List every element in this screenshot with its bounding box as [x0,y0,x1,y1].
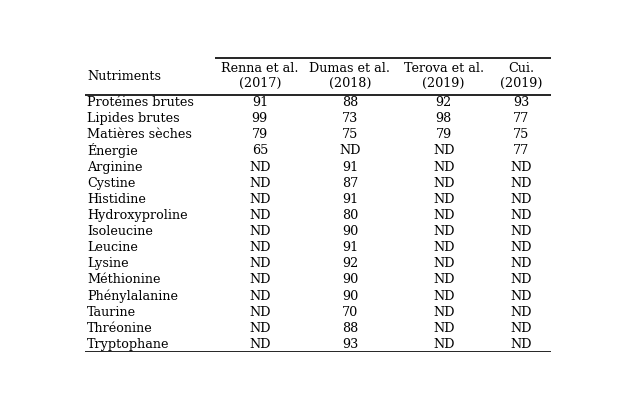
Text: Énergie: Énergie [87,143,138,158]
Text: Dumas et al.
(2018): Dumas et al. (2018) [310,62,390,90]
Text: ND: ND [511,322,533,335]
Text: 75: 75 [513,128,529,141]
Text: 87: 87 [342,177,358,190]
Text: ND: ND [249,225,271,238]
Text: Taurine: Taurine [87,306,136,319]
Text: ND: ND [433,273,454,286]
Text: ND: ND [511,257,533,270]
Text: ND: ND [249,209,271,222]
Text: ND: ND [433,241,454,254]
Text: ND: ND [433,290,454,303]
Text: 88: 88 [342,96,358,109]
Text: ND: ND [511,177,533,190]
Text: Cui.
(2019): Cui. (2019) [500,62,543,90]
Text: ND: ND [249,193,271,206]
Text: ND: ND [511,225,533,238]
Text: Lysine: Lysine [87,257,129,270]
Text: ND: ND [433,161,454,173]
Text: 92: 92 [342,257,358,270]
Text: 91: 91 [252,96,268,109]
Text: Tryptophane: Tryptophane [87,338,169,351]
Text: ND: ND [511,193,533,206]
Text: ND: ND [249,322,271,335]
Text: Lipides brutes: Lipides brutes [87,112,180,125]
Text: ND: ND [511,273,533,286]
Text: 79: 79 [436,128,452,141]
Text: ND: ND [249,241,271,254]
Text: 88: 88 [342,322,358,335]
Text: 73: 73 [342,112,358,125]
Text: ND: ND [433,322,454,335]
Text: Matières sèches: Matières sèches [87,128,192,141]
Text: ND: ND [433,257,454,270]
Text: 77: 77 [513,112,529,125]
Text: Arginine: Arginine [87,161,143,173]
Text: Protéines brutes: Protéines brutes [87,96,194,109]
Text: ND: ND [511,161,533,173]
Text: ND: ND [433,225,454,238]
Text: ND: ND [511,306,533,319]
Text: 90: 90 [342,290,358,303]
Text: ND: ND [249,177,271,190]
Text: 79: 79 [252,128,268,141]
Text: ND: ND [511,209,533,222]
Text: 99: 99 [252,112,268,125]
Text: ND: ND [511,290,533,303]
Text: 91: 91 [342,161,358,173]
Text: Histidine: Histidine [87,193,146,206]
Text: 93: 93 [342,338,358,351]
Text: 75: 75 [341,128,358,141]
Text: ND: ND [433,338,454,351]
Text: 70: 70 [342,306,358,319]
Text: ND: ND [249,338,271,351]
Text: ND: ND [433,177,454,190]
Text: Renna et al.
(2017): Renna et al. (2017) [221,62,299,90]
Text: Terova et al.
(2019): Terova et al. (2019) [404,62,483,90]
Text: ND: ND [433,209,454,222]
Text: ND: ND [249,290,271,303]
Text: Phénylalanine: Phénylalanine [87,289,178,303]
Text: ND: ND [433,193,454,206]
Text: 65: 65 [252,145,268,158]
Text: ND: ND [249,257,271,270]
Text: ND: ND [249,161,271,173]
Text: ND: ND [249,273,271,286]
Text: 90: 90 [342,225,358,238]
Text: Leucine: Leucine [87,241,138,254]
Text: ND: ND [433,145,454,158]
Text: 77: 77 [513,145,529,158]
Text: 91: 91 [342,193,358,206]
Text: ND: ND [433,306,454,319]
Text: Isoleucine: Isoleucine [87,225,153,238]
Text: 80: 80 [342,209,358,222]
Text: ND: ND [339,145,361,158]
Text: Nutriments: Nutriments [87,70,161,83]
Text: ND: ND [511,338,533,351]
Text: 98: 98 [436,112,452,125]
Text: 91: 91 [342,241,358,254]
Text: 93: 93 [513,96,529,109]
Text: Thréonine: Thréonine [87,322,153,335]
Text: ND: ND [249,306,271,319]
Text: Cystine: Cystine [87,177,136,190]
Text: Méthionine: Méthionine [87,273,161,286]
Text: Hydroxyproline: Hydroxyproline [87,209,188,222]
Text: 90: 90 [342,273,358,286]
Text: ND: ND [511,241,533,254]
Text: 92: 92 [436,96,452,109]
